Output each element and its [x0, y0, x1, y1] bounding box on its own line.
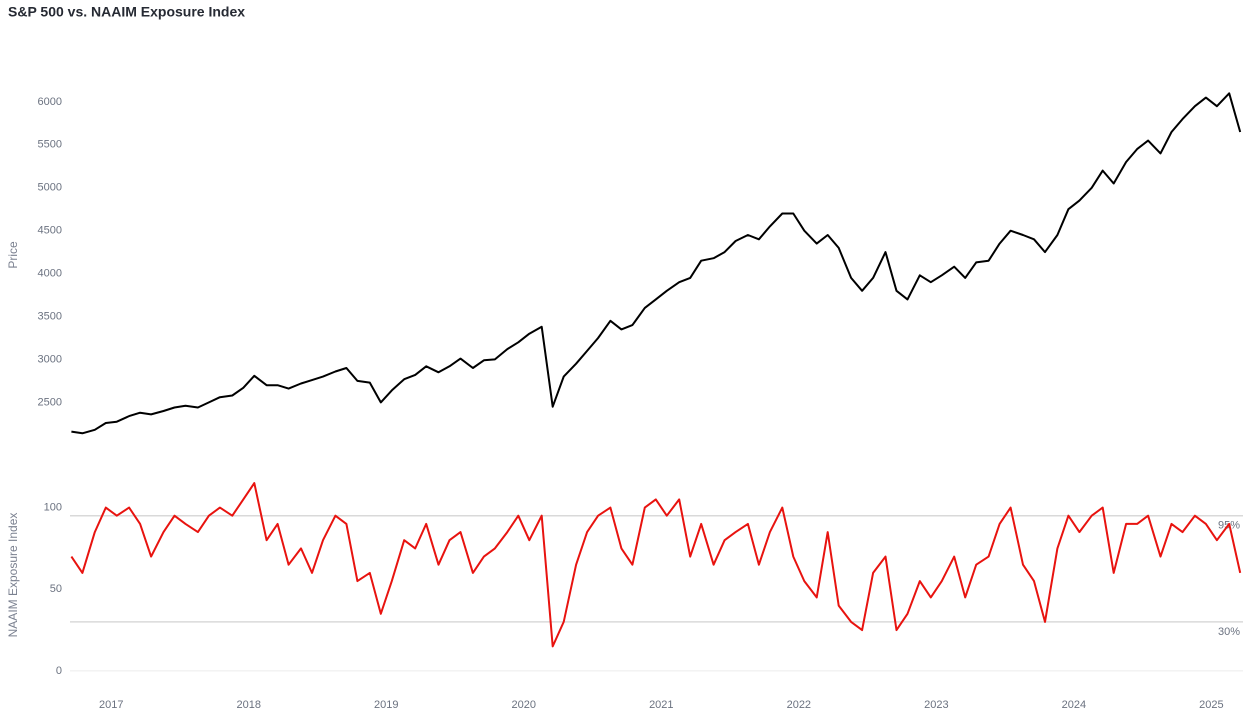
- y-axis-label: Price: [6, 241, 20, 269]
- y-axis-label: NAAIM Exposure Index: [6, 513, 20, 638]
- y-tick-label: 6000: [38, 96, 62, 108]
- data-line: [70, 482, 1242, 648]
- y-tick-label: 3500: [38, 310, 62, 322]
- x-tick-label: 2018: [237, 699, 261, 711]
- y-tick-label: 3000: [38, 353, 62, 365]
- x-tick-label: 2022: [787, 699, 811, 711]
- x-tick-label: 2021: [649, 699, 673, 711]
- y-tick-label: 5000: [38, 182, 62, 194]
- y-tick-label: 2500: [38, 396, 62, 408]
- x-tick-label: 2019: [374, 699, 398, 711]
- y-tick-label: 4000: [38, 268, 62, 280]
- chart-title: S&P 500 vs. NAAIM Exposure Index: [8, 4, 245, 20]
- x-tick-label: 2025: [1199, 699, 1223, 711]
- y-tick-label: 100: [44, 501, 62, 513]
- y-tick-label: 0: [56, 665, 62, 677]
- reference-label: 30%: [1218, 626, 1240, 638]
- x-tick-label: 2020: [512, 699, 536, 711]
- x-tick-label: 2023: [924, 699, 948, 711]
- y-tick-label: 50: [50, 583, 62, 595]
- y-tick-label: 4500: [38, 225, 62, 237]
- y-tick-label: 5500: [38, 139, 62, 151]
- x-tick-label: 2024: [1062, 699, 1086, 711]
- x-tick-label: 2017: [99, 699, 123, 711]
- data-line: [71, 92, 1242, 435]
